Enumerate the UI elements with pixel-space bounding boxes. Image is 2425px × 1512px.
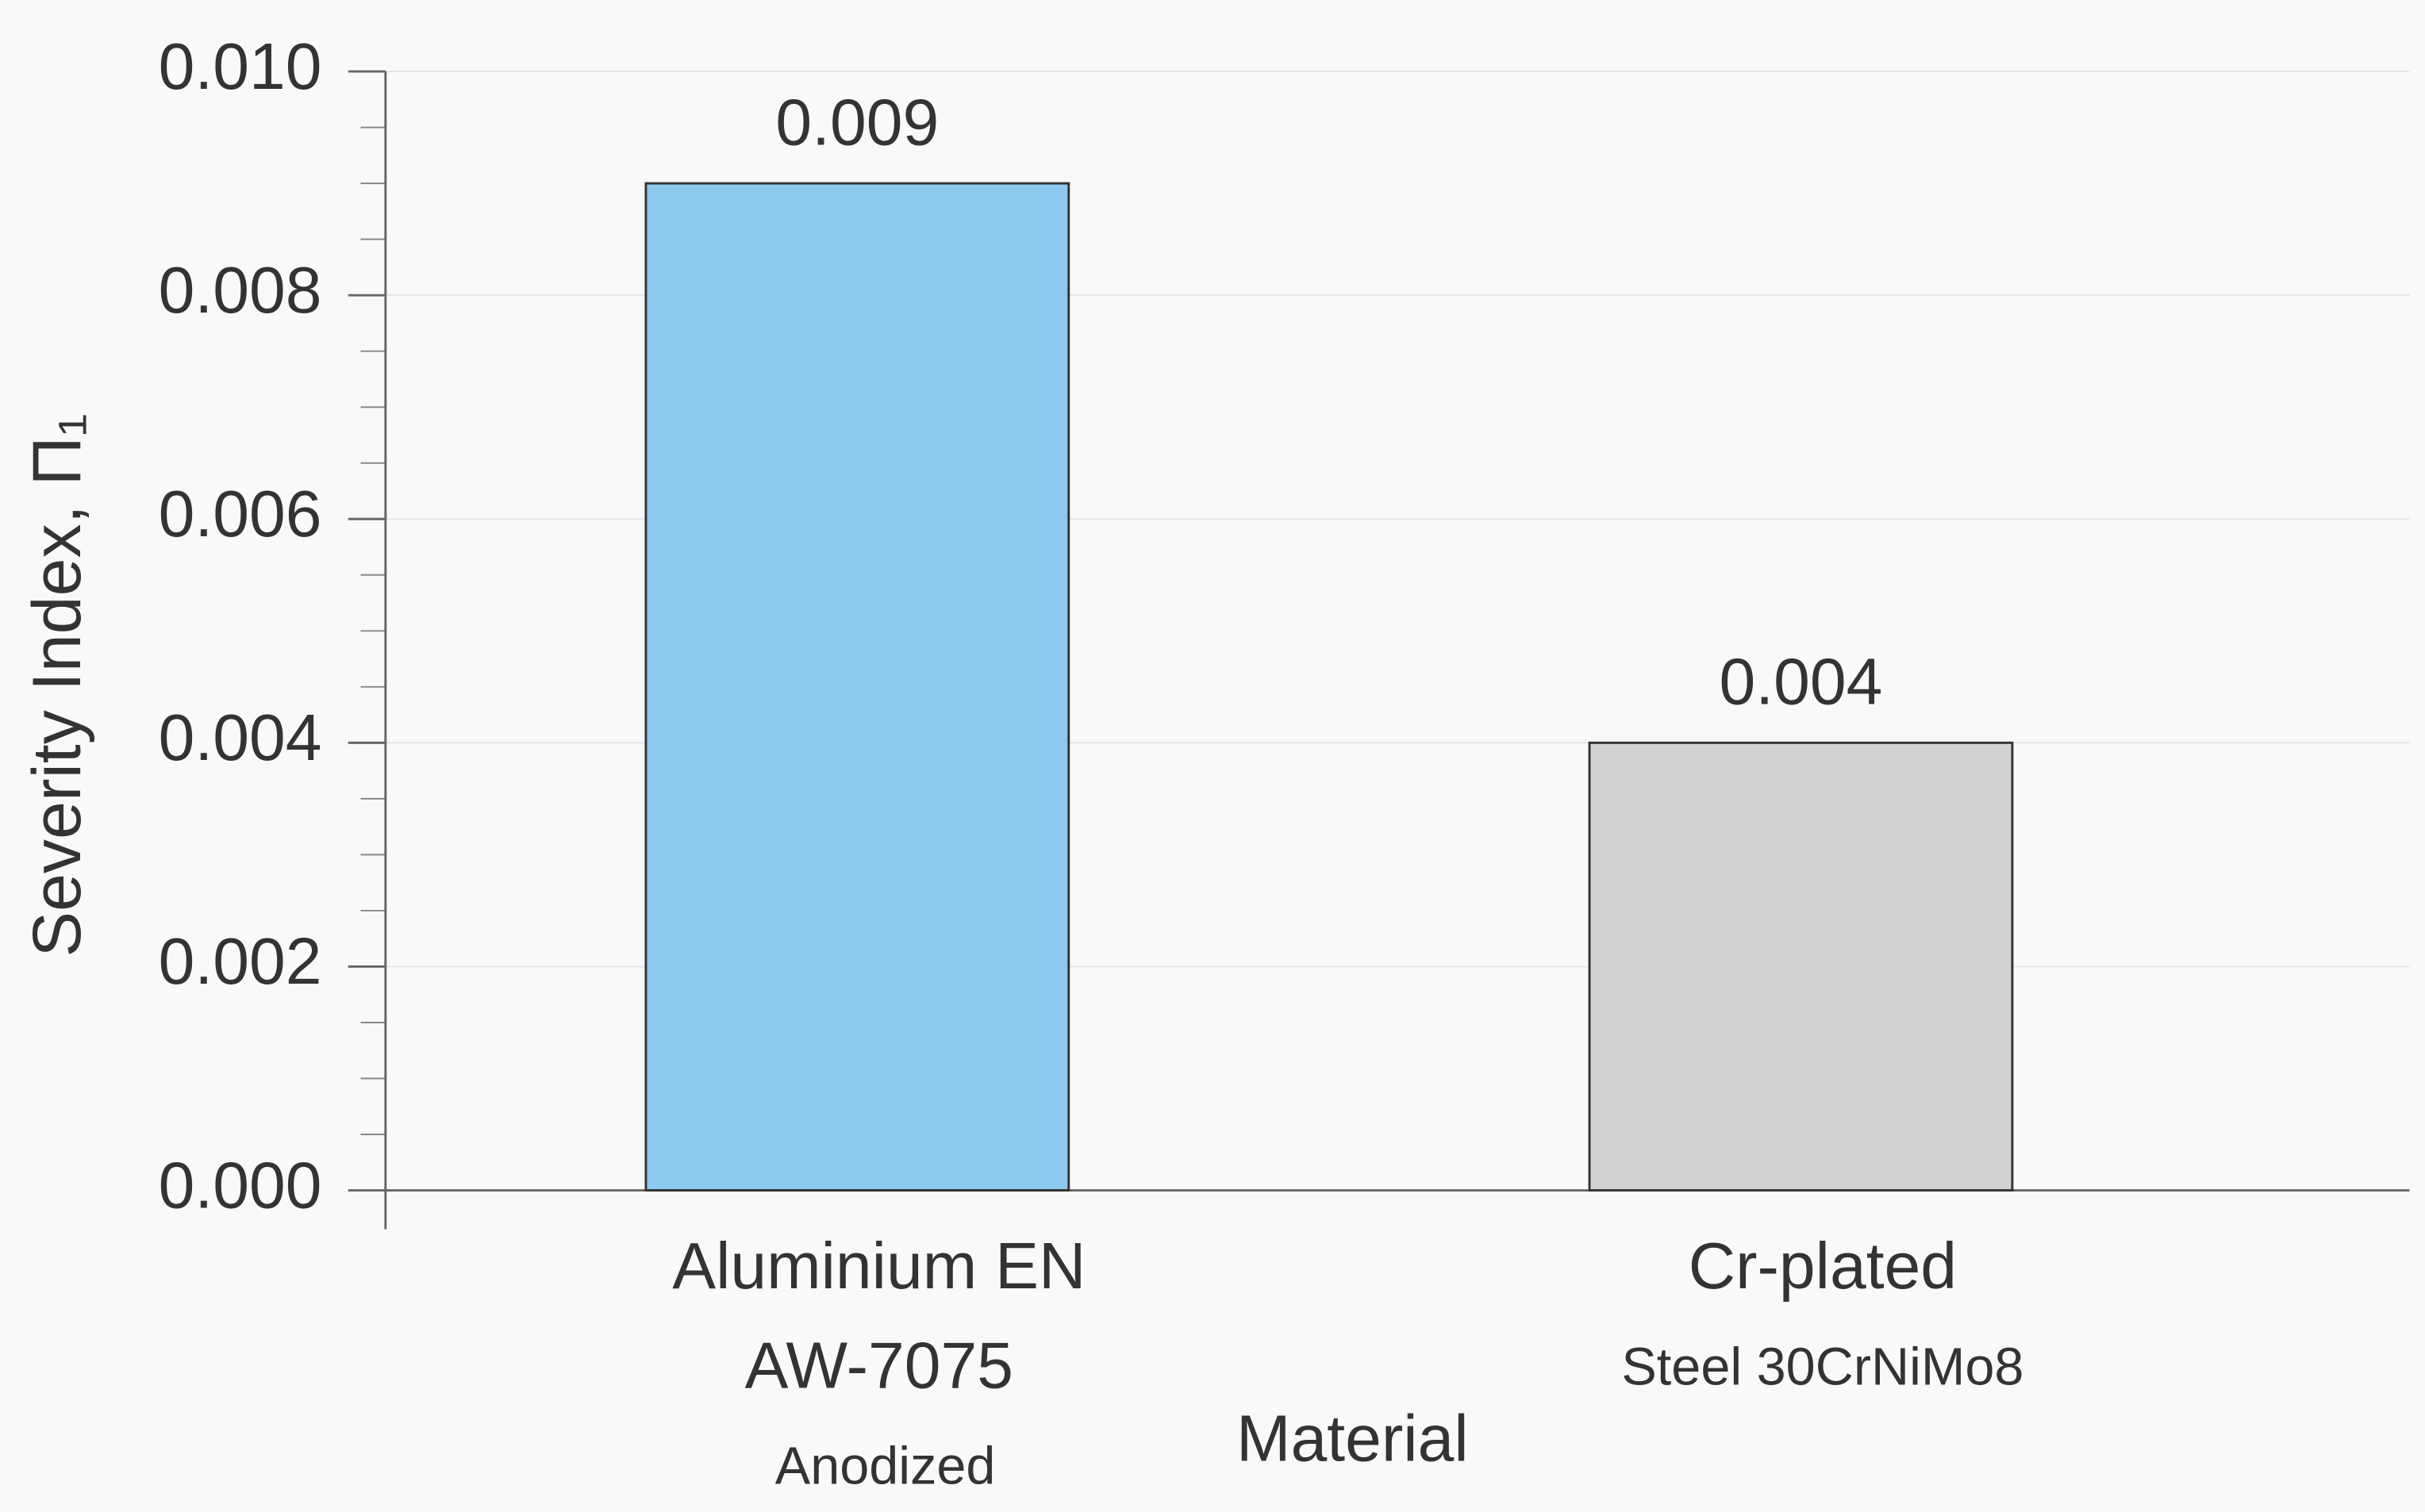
value-label: 0.004 xyxy=(1720,647,1883,719)
y-tick-label: 0.008 xyxy=(159,255,322,327)
y-tick-label: 0.006 xyxy=(159,478,322,551)
y-tick-label: 0.002 xyxy=(159,926,322,998)
x-tick-label: Anodized xyxy=(775,1437,996,1496)
value-label: 0.009 xyxy=(775,86,939,159)
x-tick-label: Aluminium EN xyxy=(672,1230,1086,1303)
x-tick-label: AW-7075 xyxy=(745,1330,1013,1403)
x-tick-label: Cr-plated xyxy=(1689,1230,1957,1303)
x-axis-label: Material xyxy=(1236,1403,1469,1476)
y-tick-label: 0.004 xyxy=(159,702,322,774)
y-tick-label: 0.000 xyxy=(159,1149,322,1222)
bar xyxy=(1588,741,2014,1192)
bar xyxy=(644,182,1070,1192)
x-tick-label: Steel 30CrNiMo8 xyxy=(1621,1337,2023,1396)
y-axis-label: Severity Index, Π₁ xyxy=(19,413,95,957)
y-tick-label: 0.010 xyxy=(159,31,322,103)
